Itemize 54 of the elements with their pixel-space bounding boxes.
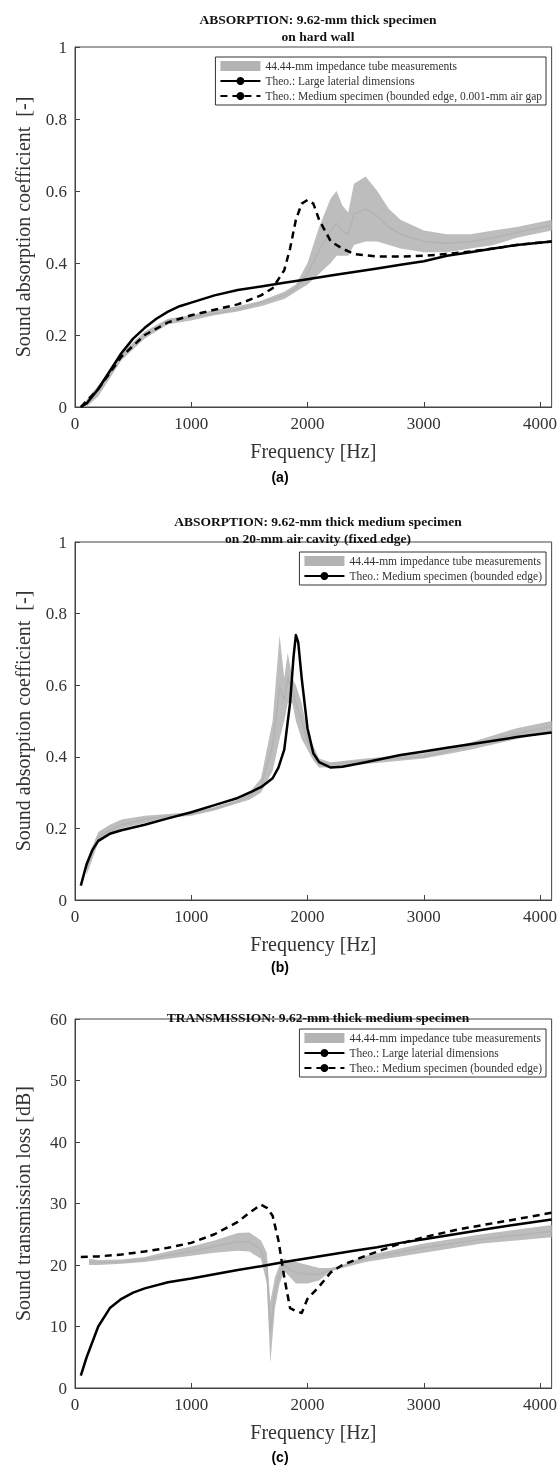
x-tick-label: 2000 <box>290 414 325 433</box>
chart-title: ABSORPTION: 9.62-mm thick specimen on hard wall <box>199 12 437 44</box>
y-tick-label: 40 <box>50 1132 67 1152</box>
text: (a) <box>271 469 289 485</box>
x-tick-label: 2000 <box>290 907 325 926</box>
y-tick-label: 0.6 <box>45 181 67 201</box>
y-tick-label: 0.4 <box>45 747 68 767</box>
x-axis-title: Frequency [Hz] <box>250 933 377 956</box>
legend-label: 44.44-mm impedance tube measurements <box>349 555 542 568</box>
y-tick-label: 0.2 <box>45 818 67 838</box>
y-axis-title: Sound absorption coefficient [-] <box>12 96 35 358</box>
x-tick-label: 1000 <box>174 1395 209 1414</box>
y-axis-title: Sound absorption coefficient [-] <box>12 590 35 852</box>
y-tick-label: 0.4 <box>45 253 68 273</box>
y-tick-label: 0.8 <box>45 109 67 129</box>
x-tick-label: 3000 <box>406 1395 441 1414</box>
y-tick-label: 60 <box>50 1009 67 1029</box>
x-tick-label: 0 <box>70 1395 80 1414</box>
legend-label: 44.44-mm impedance tube measurements <box>265 60 458 73</box>
legend-label: Theo.: Medium specimen (bounded edge) <box>349 1062 543 1075</box>
y-tick-label: 1 <box>58 37 67 57</box>
legend-label: 44.44-mm impedance tube measurements <box>349 1032 542 1045</box>
y-tick-label: 0 <box>58 1378 67 1398</box>
x-tick-label: 4000 <box>523 414 557 433</box>
x-tick-label: 2000 <box>290 1395 325 1414</box>
x-axis-title: Frequency [Hz] <box>250 1421 377 1444</box>
x-tick-label: 4000 <box>523 1395 557 1414</box>
x-tick-label: 0 <box>70 907 80 926</box>
y-tick-label: 10 <box>50 1317 67 1336</box>
y-tick-label: 20 <box>50 1255 67 1275</box>
text: (b) <box>271 959 289 975</box>
y-axis-title: Sound transmission loss [dB] <box>12 1085 34 1322</box>
x-axis-title: Frequency [Hz] <box>250 440 377 463</box>
legend-label: Theo.: Medium specimen (bounded edge) <box>349 570 543 583</box>
x-tick-label: 0 <box>70 414 80 433</box>
chart-title: ABSORPTION: 9.62-mm thick medium specimen on 20-mm air cavity (fixed edge) <box>174 514 463 546</box>
y-tick-label: 0.2 <box>45 325 67 345</box>
legend-label: Theo.: Large laterial dimensions <box>349 1047 500 1060</box>
text: (c) <box>271 1449 289 1465</box>
x-tick-label: 1000 <box>174 414 209 433</box>
x-tick-label: 3000 <box>406 414 441 433</box>
chart-title: TRANSMISSION: 9.62-mm thick medium specimen <box>166 1010 470 1025</box>
legend-label: Theo.: Large laterial dimensions <box>265 75 416 88</box>
y-tick-label: 1 <box>58 532 67 552</box>
y-tick-label: 0 <box>58 397 67 417</box>
y-tick-label: 0.6 <box>45 675 67 695</box>
x-tick-label: 1000 <box>174 907 209 926</box>
y-tick-label: 30 <box>50 1194 67 1213</box>
y-tick-label: 50 <box>50 1071 67 1090</box>
x-tick-label: 3000 <box>406 907 441 926</box>
y-tick-label: 0 <box>58 890 67 910</box>
x-tick-label: 4000 <box>523 907 557 926</box>
legend-label: Theo.: Medium specimen (bounded edge, 0.001-mm air gap <box>265 90 543 103</box>
y-tick-label: 0.8 <box>45 604 67 624</box>
